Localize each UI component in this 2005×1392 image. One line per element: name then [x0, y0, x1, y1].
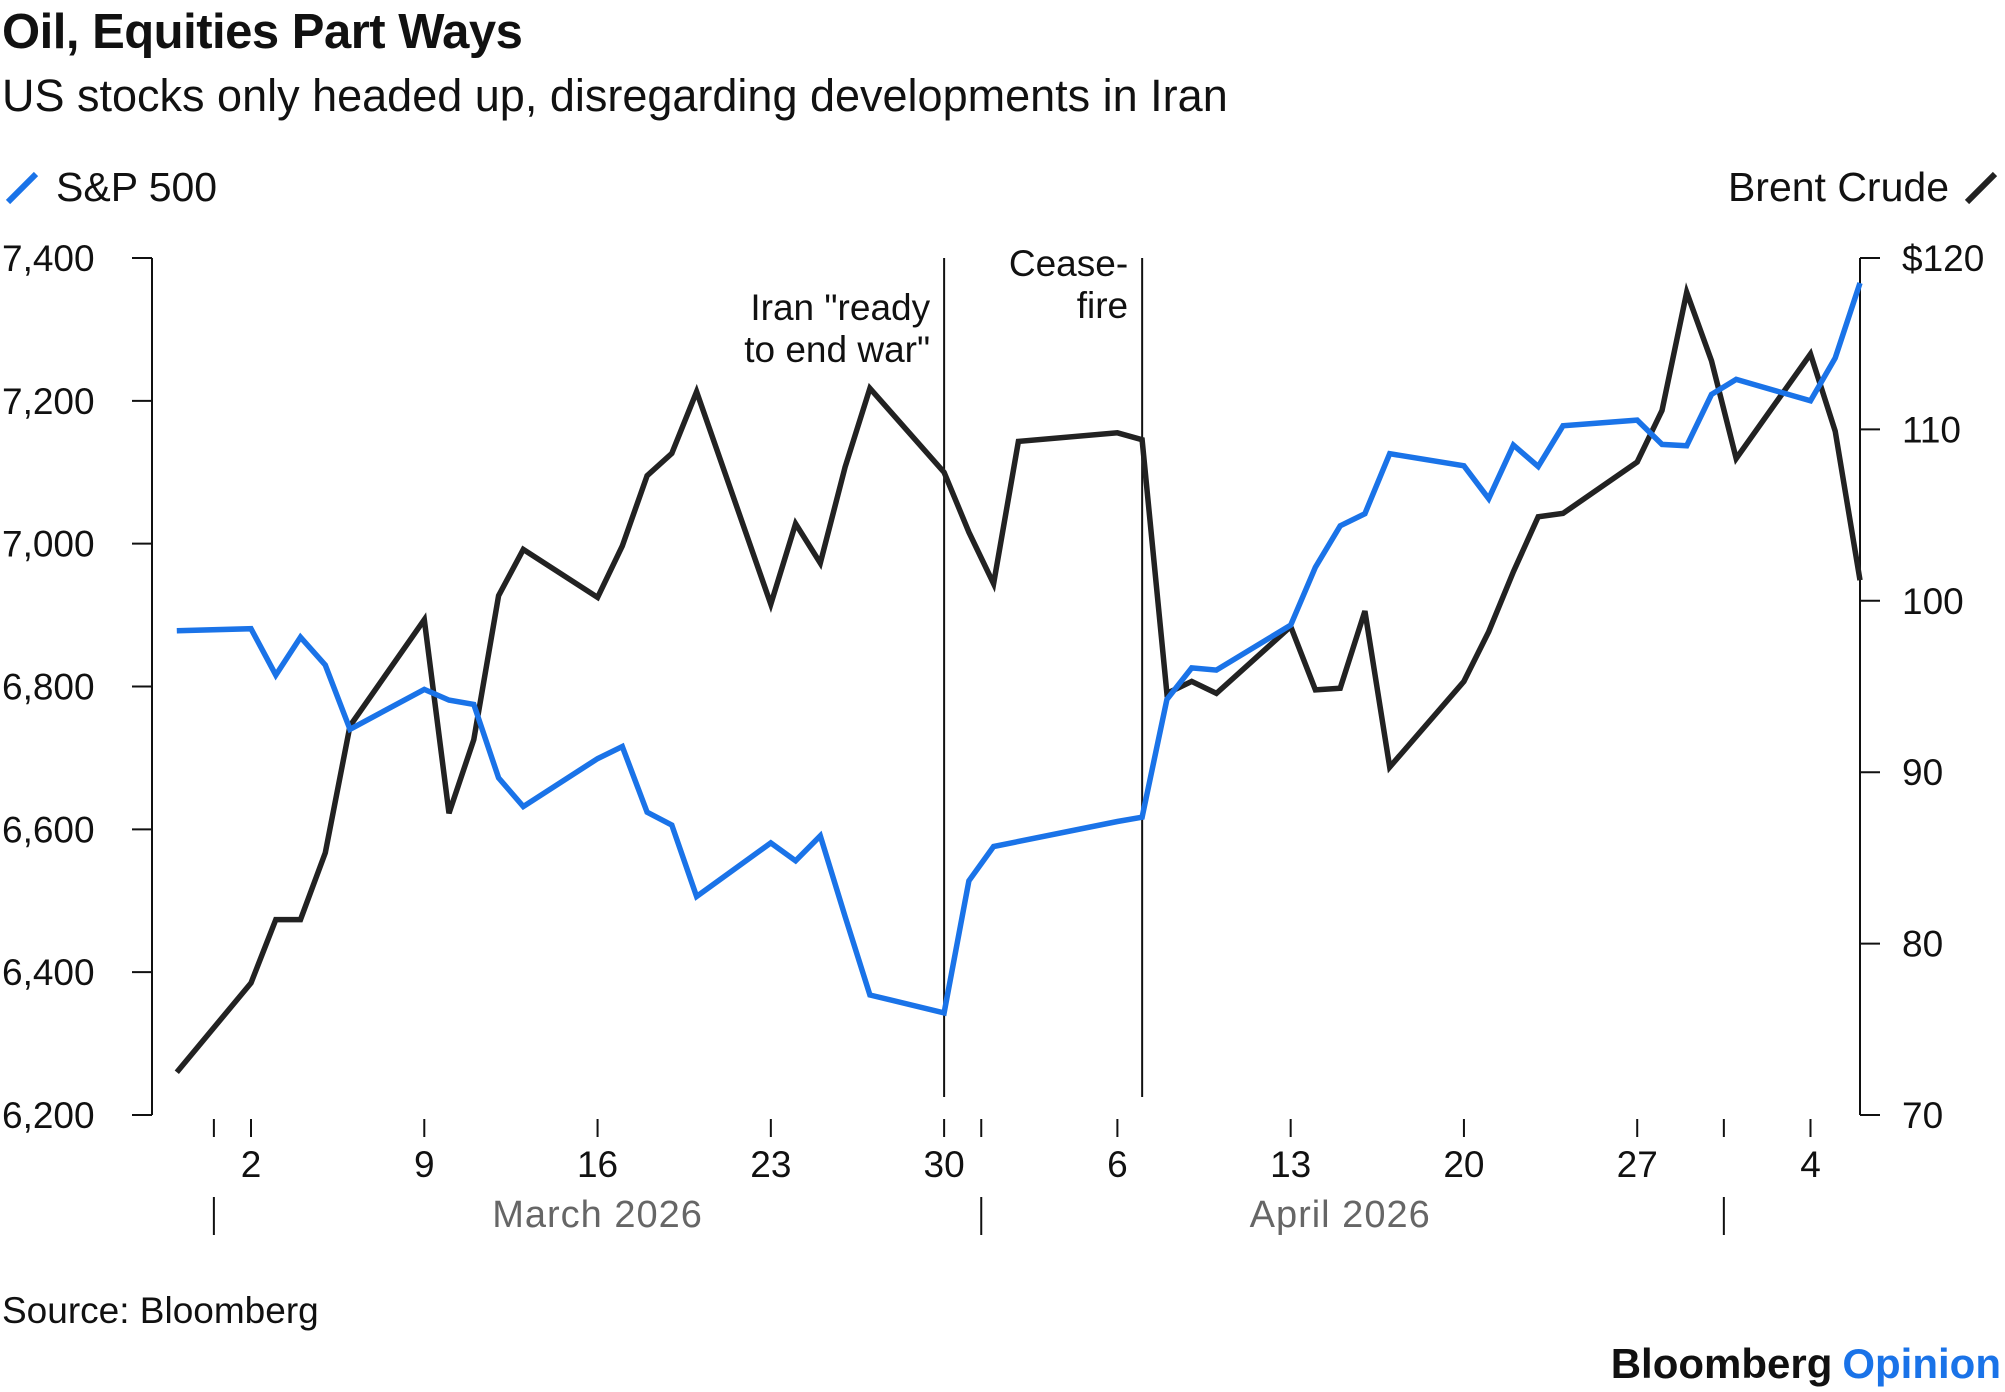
- brand-name: Bloomberg: [1610, 1340, 1833, 1387]
- x-tick-label: 20: [1443, 1144, 1484, 1185]
- chart-title: Oil, Equities Part Ways: [2, 5, 523, 59]
- legend-brent-label: Brent Crude: [1727, 164, 1949, 210]
- brent-legend-swatch: [1964, 171, 1998, 204]
- left-y-tick-label: 6,600: [2, 809, 95, 850]
- x-tick-label: 27: [1617, 1144, 1658, 1185]
- left-y-tick-label: 6,200: [2, 1095, 95, 1136]
- left-y-tick-label: 7,000: [2, 524, 95, 565]
- left-y-tick-label: 7,200: [2, 381, 95, 422]
- right-y-tick-label: 110: [1902, 409, 1961, 450]
- x-tick-label: 6: [1107, 1144, 1128, 1185]
- right-y-tick-label: 70: [1902, 1095, 1943, 1136]
- annotation-text: fire: [1077, 285, 1128, 326]
- brent-line: [174, 282, 1863, 1074]
- brand-suffix: Opinion: [1842, 1340, 2001, 1387]
- right-y-tick-label: 90: [1902, 752, 1943, 793]
- legend-sp500: S&P 500: [4, 164, 217, 211]
- left-y-tick-label: 6,800: [2, 667, 95, 708]
- sp500-line: [176, 282, 1863, 1017]
- x-tick-label: 9: [414, 1144, 435, 1185]
- legend-brent: Brent Crude: [1728, 164, 2001, 211]
- x-tick-label: 30: [924, 1144, 965, 1185]
- chart-subtitle: US stocks only headed up, disregarding d…: [2, 70, 1228, 121]
- x-tick-label: 23: [750, 1144, 791, 1185]
- legend-sp500-label: S&P 500: [56, 164, 218, 210]
- right-y-tick-label: $120: [1902, 238, 1984, 279]
- annotation-text: Iran "ready: [750, 287, 930, 328]
- annotation-text: Cease-: [1009, 243, 1128, 284]
- x-tick-label: 4: [1800, 1144, 1821, 1185]
- annotation-text: to end war": [744, 329, 930, 370]
- sp500-legend-swatch: [5, 171, 39, 204]
- right-y-tick-label: 100: [1902, 581, 1964, 622]
- month-label: March 2026: [492, 1194, 703, 1236]
- left-y-tick-label: 6,400: [2, 952, 95, 993]
- brand-logo: Bloomberg Opinion: [1611, 1340, 2001, 1388]
- source-note: Source: Bloomberg: [2, 1290, 319, 1331]
- right-y-tick-label: 80: [1902, 924, 1943, 965]
- left-y-tick-label: 7,400: [2, 238, 95, 279]
- month-label: April 2026: [1250, 1194, 1431, 1236]
- x-tick-label: 16: [577, 1144, 618, 1185]
- x-tick-label: 13: [1270, 1144, 1311, 1185]
- x-tick-label: 2: [241, 1144, 262, 1185]
